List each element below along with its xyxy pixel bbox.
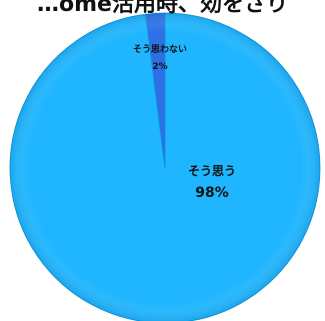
slice-value-agree: 98% (195, 185, 229, 201)
pie-labels: そう思わない 2% そう思う 98% (133, 44, 236, 201)
chart-title: …ome活用時、効をさり (37, 0, 288, 17)
pie-slice-agree (9, 12, 321, 321)
slice-label-disagree: そう思わない (133, 44, 187, 55)
slice-label-agree: そう思う (188, 164, 236, 178)
slice-value-disagree: 2% (152, 62, 167, 72)
pie-slices (9, 12, 321, 321)
